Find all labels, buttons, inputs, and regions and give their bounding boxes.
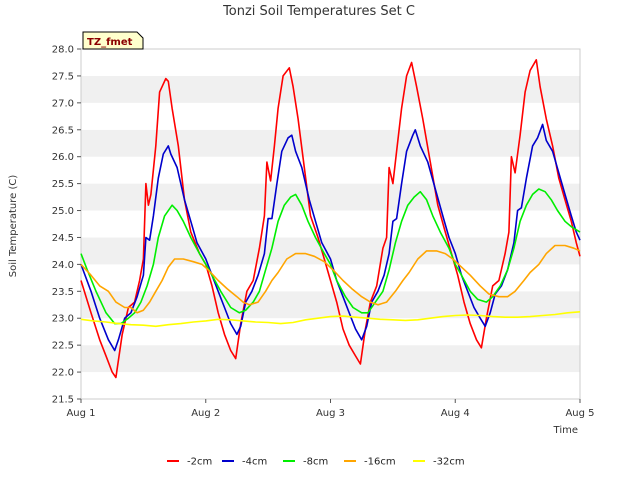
- grid-band: [81, 75, 580, 103]
- legend-label: -16cm: [364, 457, 396, 468]
- y-tick-label: 26.0: [52, 152, 74, 163]
- y-tick-label: 22.0: [52, 368, 74, 379]
- y-axis-ticks: 21.5 22.0 22.5 23.0 23.5 24.0 24.5 25.0 25.5 26.0…: [52, 45, 81, 406]
- legend-label: -32cm: [433, 457, 465, 468]
- grid-band: [81, 102, 580, 130]
- x-tick-label: Aug 4: [441, 408, 470, 419]
- legend-item: -4cm: [222, 457, 267, 468]
- y-tick-label: 27.5: [52, 71, 74, 82]
- legend-item: -32cm: [413, 457, 465, 468]
- grid-band: [81, 183, 580, 211]
- series-line-2cmcm: [80, 58, 581, 379]
- y-tick-label: 25.0: [52, 206, 74, 217]
- y-tick-label: 22.5: [52, 341, 74, 352]
- legend-label: -2cm: [187, 457, 212, 468]
- x-tick-label: Aug 1: [66, 408, 95, 419]
- grid-band: [81, 291, 580, 319]
- x-tick-label: Aug 2: [191, 408, 220, 419]
- station-badge: TZ_fmet: [82, 31, 144, 50]
- legend-item: -16cm: [344, 457, 396, 468]
- legend-label: -4cm: [242, 457, 267, 468]
- badge-label: TZ_fmet: [87, 37, 133, 48]
- y-tick-label: 21.5: [52, 395, 74, 406]
- x-tick-label: Aug 3: [316, 408, 345, 419]
- y-tick-label: 25.5: [52, 179, 74, 190]
- y-tick-label: 24.5: [52, 233, 74, 244]
- x-tick-label: Aug 5: [565, 408, 594, 419]
- badge-box: [82, 31, 144, 50]
- y-tick-label: 26.5: [52, 125, 74, 136]
- x-axis-label: Time: [553, 425, 578, 436]
- legend-label: -8cm: [303, 457, 328, 468]
- y-tick-label: 23.0: [52, 314, 74, 325]
- series-line-32cmcm: [80, 311, 581, 328]
- legend-item: -2cm: [167, 457, 212, 468]
- grid-band: [81, 372, 580, 399]
- legend-item: -8cm: [283, 457, 328, 468]
- series-line-8cmcm: [80, 188, 581, 325]
- grid-band: [81, 345, 580, 373]
- y-tick-label: 27.0: [52, 98, 74, 109]
- y-tick-label: 24.0: [52, 260, 74, 271]
- y-axis-label: Soil Temperature (C): [8, 175, 19, 278]
- grid-band: [81, 210, 580, 238]
- y-tick-label: 28.0: [52, 45, 74, 56]
- series-lines: [80, 58, 581, 379]
- grid-band: [81, 318, 580, 346]
- x-axis-ticks: Aug 1 Aug 2 Aug 3 Aug 4 Aug 5: [66, 399, 595, 419]
- grid-band: [81, 49, 580, 76]
- background-bands: [81, 49, 580, 399]
- legend: -2cm -4cm -8cm -16cm -32cm: [167, 457, 465, 468]
- series-line-16cmcm: [80, 244, 581, 314]
- y-tick-label: 23.5: [52, 287, 74, 298]
- chart-title: Tonzi Soil Temperatures Set C: [222, 4, 415, 19]
- grid-band: [81, 156, 580, 184]
